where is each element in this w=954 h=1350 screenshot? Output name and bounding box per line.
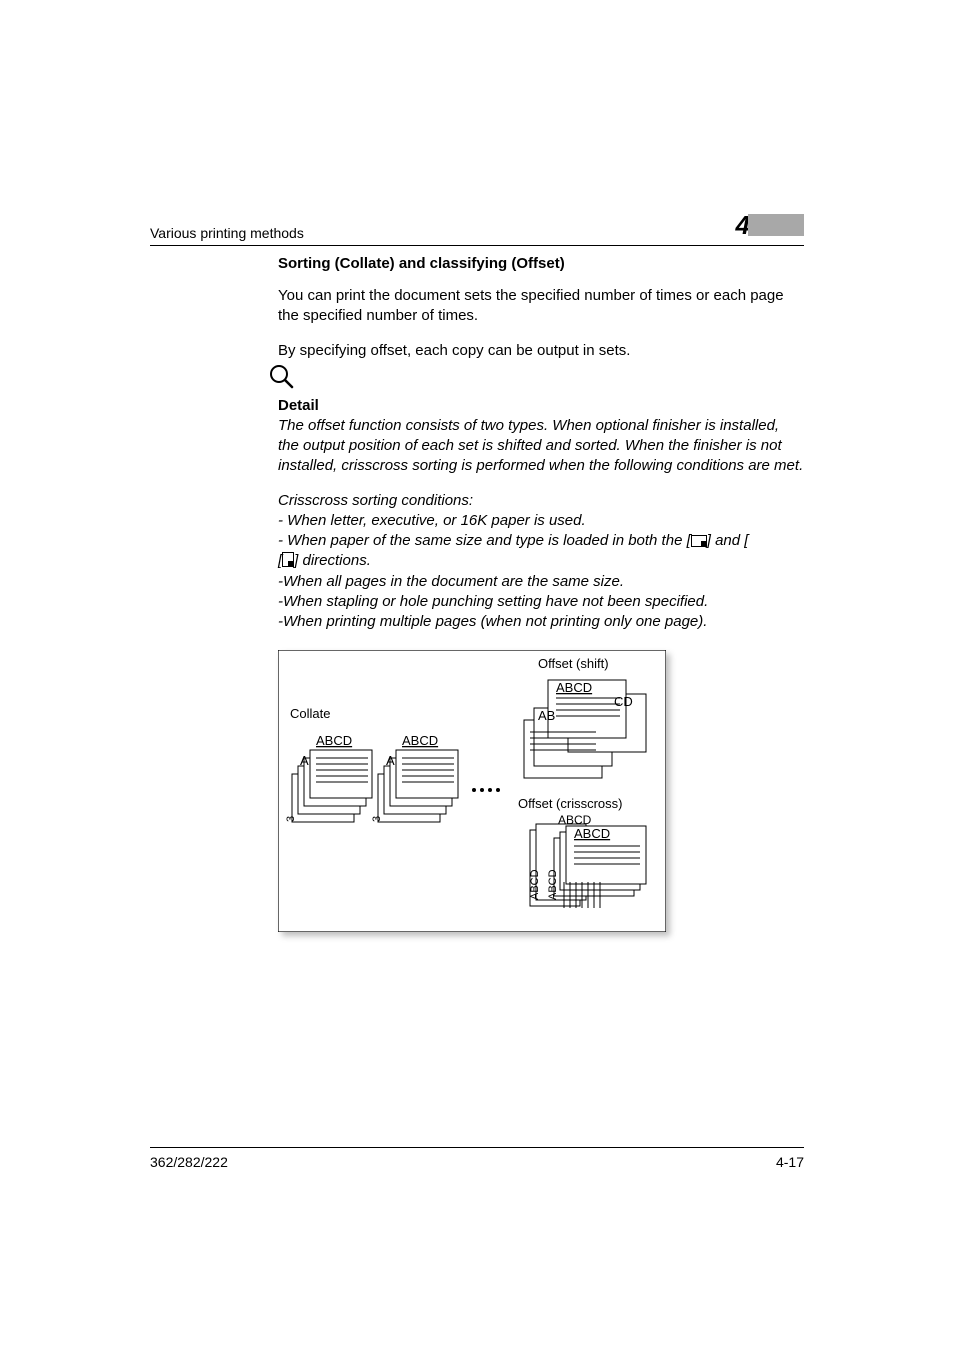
conditions: Crisscross sorting conditions: - When le… [278, 491, 804, 633]
footer-model: 362/282/222 [150, 1154, 228, 1170]
svg-text:ABCD: ABCD [529, 870, 541, 901]
header-rule: Various printing methods 4 [150, 210, 804, 246]
svg-text:ABCD: ABCD [574, 826, 610, 841]
detail-body: The offset function consists of two type… [278, 416, 804, 477]
collate-label: Collate [290, 706, 330, 721]
svg-text:A: A [386, 753, 395, 768]
portrait-page-icon [282, 552, 294, 567]
footer-pagenum: 4-17 [776, 1154, 804, 1170]
paragraph-2: By specifying offset, each copy can be o… [278, 341, 804, 361]
svg-text:ABCD: ABCD [558, 813, 592, 827]
cond-5: -When printing multiple pages (when not … [278, 612, 804, 632]
offset-crisscross-stack: ABCD ABCD ABCD ABCD [529, 813, 646, 908]
svg-text:A: A [300, 753, 309, 768]
cond-3: -When all pages in the document are the … [278, 572, 804, 592]
cond-2c: ] directions. [294, 552, 371, 569]
svg-text:CD: CD [614, 694, 633, 709]
cond-title: Crisscross sorting conditions: [278, 491, 804, 511]
header-section-title: Various printing methods [150, 225, 304, 241]
page-header: Various printing methods 4 [150, 210, 804, 246]
paragraph-1: You can print the document sets the spec… [278, 286, 804, 327]
cond-2: - When paper of the same size and type i… [278, 531, 804, 551]
cond-4: -When stapling or hole punching setting … [278, 592, 804, 612]
offset-crisscross-label: Offset (crisscross) [518, 796, 623, 811]
chapter-box [748, 214, 804, 236]
svg-text:AB: AB [538, 708, 555, 723]
svg-text:ABCD: ABCD [547, 870, 559, 901]
page-footer: 362/282/222 4-17 [150, 1147, 804, 1170]
detail-heading: Detail [278, 397, 804, 414]
svg-text:3: 3 [285, 816, 297, 822]
svg-text:ABCD: ABCD [556, 680, 592, 695]
cond-2b: ] and [ [707, 532, 749, 549]
header-chapter: 4 [736, 210, 804, 241]
diagram: Collate Offset (shift) Offset (crisscros… [278, 650, 804, 937]
cond-2a: - When paper of the same size and type i… [278, 532, 691, 549]
svg-text:3: 3 [371, 816, 383, 822]
cond-2-line2: [] directions. [278, 551, 804, 571]
svg-text:ABCD: ABCD [402, 733, 438, 748]
diagram-svg: Collate Offset (shift) Offset (crisscros… [278, 650, 666, 932]
cond-1: - When letter, executive, or 16K paper i… [278, 511, 804, 531]
landscape-page-icon [691, 535, 707, 547]
detail-block: Detail The offset function consists of t… [278, 397, 804, 633]
page: Various printing methods 4 Sorting (Coll… [0, 0, 954, 1350]
svg-text:ABCD: ABCD [316, 733, 352, 748]
magnifier-icon [268, 363, 296, 391]
content: Sorting (Collate) and classifying (Offse… [278, 255, 804, 937]
section-title: Sorting (Collate) and classifying (Offse… [278, 255, 804, 272]
offset-shift-label: Offset (shift) [538, 656, 609, 671]
